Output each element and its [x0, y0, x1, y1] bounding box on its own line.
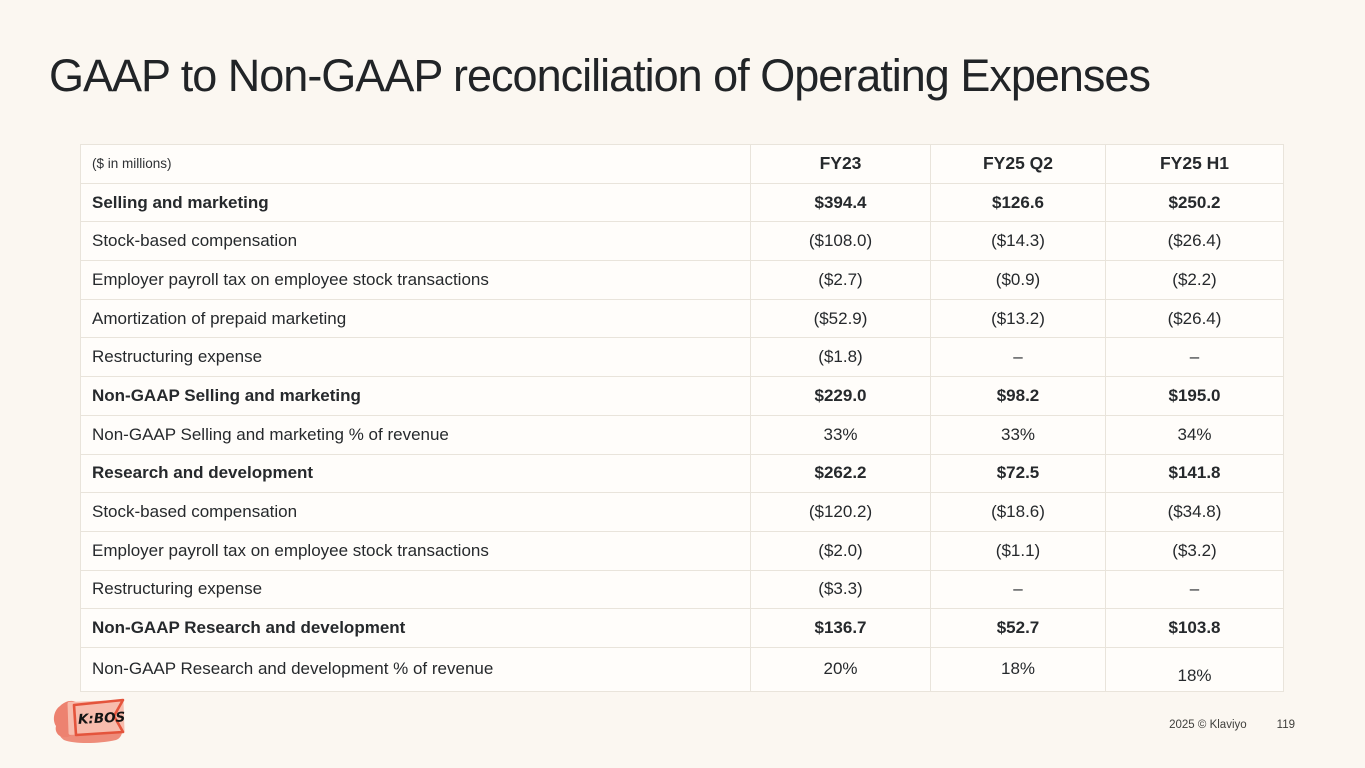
slide-footer: 2025 © Klaviyo 119 — [1169, 719, 1295, 731]
cell-value: ($0.9) — [930, 260, 1106, 300]
cell-value: ($34.8) — [1105, 492, 1284, 532]
table-row: Research and development $262.2 $72.5 $1… — [80, 453, 1284, 494]
cell-value: $98.2 — [930, 376, 1106, 416]
cell-value: ($13.2) — [930, 298, 1106, 339]
logo-text: K:BOS — [78, 709, 126, 727]
cell-value: 20% — [750, 646, 931, 692]
cell-value: $262.2 — [750, 453, 931, 494]
column-header-fy23: FY23 — [750, 144, 931, 184]
row-label: Amortization of prepaid marketing — [80, 298, 751, 339]
cell-value: $103.8 — [1105, 608, 1284, 648]
table-row: Restructuring expense ($1.8) – – — [80, 337, 1284, 378]
column-header-fy25-h1: FY25 H1 — [1105, 144, 1284, 184]
cell-value: $229.0 — [750, 376, 931, 416]
cell-value: ($1.1) — [930, 530, 1106, 571]
row-label: Non-GAAP Selling and marketing — [80, 376, 751, 416]
cell-value: 18% — [930, 646, 1106, 692]
cell-value: $250.2 — [1105, 182, 1284, 223]
cell-value: $126.6 — [930, 182, 1106, 223]
table-row: Non-GAAP Selling and marketing % of reve… — [80, 414, 1284, 455]
column-header-fy25-q2: FY25 Q2 — [930, 144, 1106, 184]
cell-value: ($52.9) — [750, 298, 931, 339]
reconciliation-table: ($ in millions) FY23 FY25 Q2 FY25 H1 Sel… — [80, 144, 1284, 692]
row-label: Restructuring expense — [80, 569, 751, 610]
cell-value: $72.5 — [930, 453, 1106, 494]
cell-value: ($26.4) — [1105, 298, 1284, 339]
page-title: GAAP to Non-GAAP reconciliation of Opera… — [49, 50, 1151, 101]
row-label: Employer payroll tax on employee stock t… — [80, 260, 751, 300]
cell-value: ($3.3) — [750, 569, 931, 610]
cell-value: $195.0 — [1105, 376, 1284, 416]
cell-value: ($2.2) — [1105, 260, 1284, 300]
cell-value: – — [1105, 569, 1284, 610]
table-row: Restructuring expense ($3.3) – – — [80, 569, 1284, 610]
cell-value: $394.4 — [750, 182, 931, 223]
row-label: Stock-based compensation — [80, 492, 751, 532]
table-row: Employer payroll tax on employee stock t… — [80, 530, 1284, 571]
kbos-logo: K:BOS — [50, 692, 132, 750]
cell-value: 34% — [1105, 414, 1284, 455]
cell-value: 18% — [1105, 646, 1284, 692]
cell-value: ($108.0) — [750, 221, 931, 262]
table-row: Amortization of prepaid marketing ($52.9… — [80, 298, 1284, 339]
table-row: Non-GAAP Selling and marketing $229.0 $9… — [80, 376, 1284, 416]
table-header-row: ($ in millions) FY23 FY25 Q2 FY25 H1 — [80, 144, 1284, 184]
row-label: Selling and marketing — [80, 182, 751, 223]
table-row: Stock-based compensation ($120.2) ($18.6… — [80, 492, 1284, 532]
kbos-logo-icon: K:BOS — [53, 698, 126, 743]
table-row: Selling and marketing $394.4 $126.6 $250… — [80, 182, 1284, 223]
cell-value: ($18.6) — [930, 492, 1106, 532]
cell-value: $141.8 — [1105, 453, 1284, 494]
row-label: Non-GAAP Selling and marketing % of reve… — [80, 414, 751, 455]
cell-value: $52.7 — [930, 608, 1106, 648]
row-label: Employer payroll tax on employee stock t… — [80, 530, 751, 571]
cell-value: ($1.8) — [750, 337, 931, 378]
table-row: Employer payroll tax on employee stock t… — [80, 260, 1284, 300]
cell-value: – — [930, 337, 1106, 378]
row-label: Non-GAAP Research and development — [80, 608, 751, 648]
page-number: 119 — [1276, 719, 1295, 731]
copyright-text: 2025 © Klaviyo — [1169, 719, 1247, 731]
row-label: Research and development — [80, 453, 751, 494]
cell-value: ($3.2) — [1105, 530, 1284, 571]
row-label: Non-GAAP Research and development % of r… — [80, 646, 751, 692]
row-label: Stock-based compensation — [80, 221, 751, 262]
cell-value: 33% — [750, 414, 931, 455]
table-row: Stock-based compensation ($108.0) ($14.3… — [80, 221, 1284, 262]
cell-value: ($2.7) — [750, 260, 931, 300]
cell-value: 33% — [930, 414, 1106, 455]
cell-value: ($26.4) — [1105, 221, 1284, 262]
row-label: Restructuring expense — [80, 337, 751, 378]
table-row: Non-GAAP Research and development % of r… — [80, 646, 1284, 692]
cell-value: ($14.3) — [930, 221, 1106, 262]
cell-value: ($120.2) — [750, 492, 931, 532]
cell-value: – — [1105, 337, 1284, 378]
cell-value: $136.7 — [750, 608, 931, 648]
cell-value: – — [930, 569, 1106, 610]
cell-value: ($2.0) — [750, 530, 931, 571]
table-row: Non-GAAP Research and development $136.7… — [80, 608, 1284, 648]
unit-label: ($ in millions) — [80, 144, 751, 184]
